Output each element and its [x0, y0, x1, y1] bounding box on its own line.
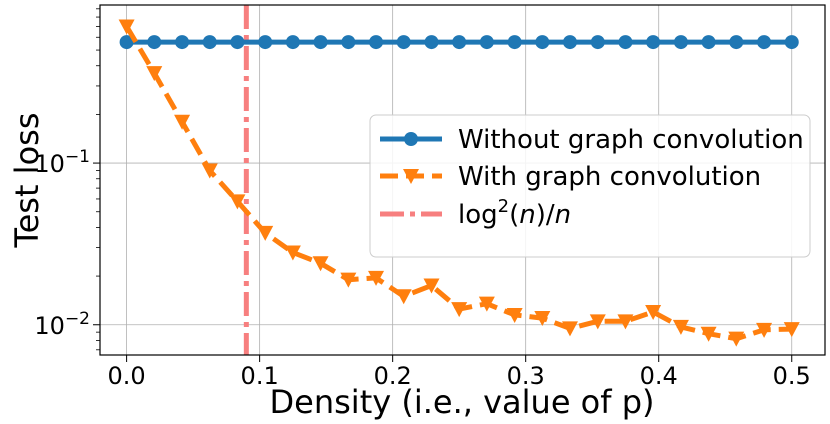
data-point-with-conv — [617, 314, 634, 330]
legend: Without graph convolution With graph conv… — [369, 114, 811, 258]
data-point-without-conv — [535, 35, 550, 50]
x-tick-label: 0.3 — [507, 362, 545, 390]
legend-marker-without-conv — [404, 132, 418, 146]
data-point-with-conv — [728, 331, 745, 347]
data-point-with-conv — [340, 272, 357, 288]
data-point-without-conv — [701, 35, 716, 50]
y-axis-label: Test loss — [8, 113, 46, 249]
data-point-without-conv — [590, 35, 605, 50]
data-point-without-conv — [258, 35, 273, 50]
data-point-without-conv — [175, 35, 190, 50]
data-point-without-conv — [119, 35, 134, 50]
data-point-without-conv — [618, 35, 633, 50]
legend-box — [369, 114, 811, 258]
data-point-without-conv — [507, 35, 522, 50]
x-tick-label: 0.4 — [640, 362, 678, 390]
data-point-without-conv — [396, 35, 411, 50]
data-point-without-conv — [230, 35, 245, 50]
data-point-without-conv — [424, 35, 439, 50]
x-tick-label: 0.5 — [773, 362, 811, 390]
data-point-without-conv — [784, 35, 799, 50]
data-point-with-conv — [284, 245, 301, 261]
data-point-without-conv — [452, 35, 467, 50]
data-point-with-conv — [118, 19, 135, 35]
data-point-with-conv — [783, 322, 800, 338]
data-point-without-conv — [646, 35, 661, 50]
data-point-without-conv — [562, 35, 577, 50]
y-tick-label: 10−2 — [34, 309, 90, 340]
data-point-without-conv — [313, 35, 328, 50]
legend-label-vline: log2(n)/n — [458, 196, 571, 230]
x-axis-label: Density (i.e., value of p) — [270, 383, 655, 421]
data-point-with-conv — [368, 270, 385, 286]
data-point-with-conv — [645, 304, 662, 320]
data-point-with-conv — [257, 225, 274, 241]
data-point-with-conv — [756, 322, 773, 338]
data-point-with-conv — [561, 321, 578, 337]
data-point-with-conv — [312, 256, 329, 272]
plot-frame — [99, 4, 826, 356]
legend-label-with-conv: With graph convolution — [458, 162, 761, 192]
x-tick-label: 0.1 — [241, 362, 279, 390]
data-point-with-conv — [672, 319, 689, 335]
data-point-without-conv — [202, 35, 217, 50]
x-axis-ticks: 0.0 0.1 0.2 0.3 0.4 0.5 — [108, 355, 811, 390]
legend-label-without-conv: Without graph convolution — [458, 125, 804, 155]
data-point-with-conv — [229, 194, 246, 210]
data-point-with-conv — [146, 66, 163, 82]
data-point-with-conv — [423, 278, 440, 294]
x-tick-label: 0.2 — [374, 362, 412, 390]
x-tick-label: 0.0 — [108, 362, 146, 390]
data-point-without-conv — [369, 35, 384, 50]
data-point-without-conv — [285, 35, 300, 50]
data-point-with-conv — [534, 311, 551, 327]
y-tick-label: 10−1 — [34, 147, 90, 178]
data-point-with-conv — [174, 114, 191, 130]
data-point-with-conv — [201, 163, 218, 179]
data-point-without-conv — [757, 35, 772, 50]
data-point-with-conv — [589, 314, 606, 330]
data-point-without-conv — [479, 35, 494, 50]
data-point-with-conv — [451, 302, 468, 318]
data-point-without-conv — [673, 35, 688, 50]
data-point-without-conv — [341, 35, 356, 50]
data-point-with-conv — [700, 326, 717, 342]
y-axis-ticks: 10−2 10−1 — [34, 8, 100, 351]
data-point-without-conv — [147, 35, 162, 50]
series-layer — [118, 19, 800, 347]
data-point-with-conv — [478, 296, 495, 312]
legend-marker-with-conv — [403, 169, 419, 184]
data-point-without-conv — [729, 35, 744, 50]
data-point-with-conv — [395, 289, 412, 305]
data-point-with-conv — [506, 307, 523, 323]
